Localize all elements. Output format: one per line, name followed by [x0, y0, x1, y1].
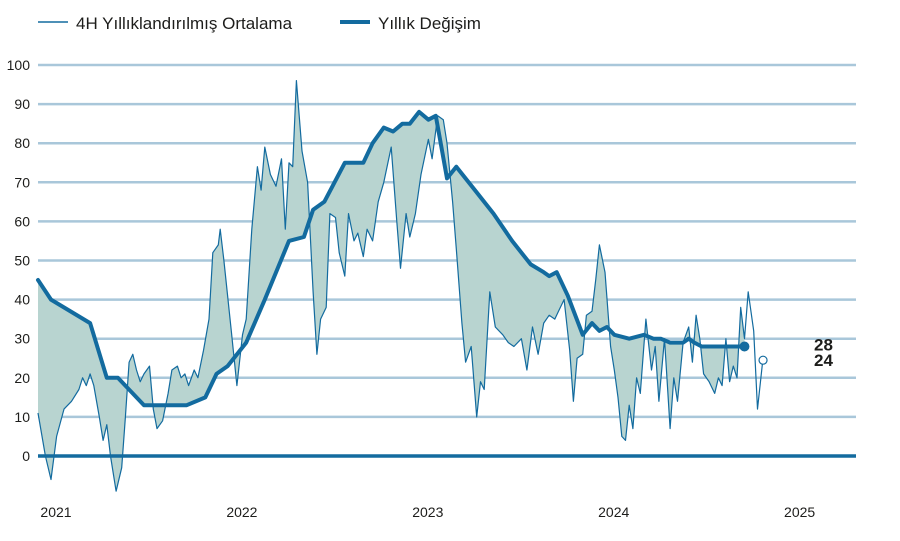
x-tick-label: 2023: [412, 504, 443, 520]
plot-area: [36, 80, 856, 492]
x-tick-label: 2024: [598, 504, 629, 520]
legend: 4H Yıllıklandırılmış Ortalama Yıllık Değ…: [38, 14, 481, 33]
y-tick-label: 10: [14, 409, 30, 425]
legend-label-thin: 4H Yıllıklandırılmış Ortalama: [76, 14, 293, 33]
series-line-thin: [37, 80, 764, 492]
end-value-label: 28: [814, 336, 833, 355]
y-tick-label: 20: [14, 370, 30, 386]
end-marker-thin: [758, 355, 768, 365]
y-tick-label: 50: [14, 253, 30, 269]
gridlines: [38, 63, 856, 419]
end-marker-thick: [739, 341, 750, 352]
y-tick-label: 40: [14, 292, 30, 308]
y-tick-label: 60: [14, 213, 30, 229]
x-tick-label: 2021: [40, 504, 71, 520]
series-line-thick: [36, 109, 747, 408]
y-tick-label: 80: [14, 135, 30, 151]
y-tick-label: 100: [7, 57, 31, 73]
x-axis-ticks: 2021 2022 2023 2024 2025: [40, 504, 815, 520]
y-tick-label: 30: [14, 331, 30, 347]
band-fill: [38, 80, 745, 492]
x-tick-label: 2022: [226, 504, 257, 520]
y-axis-ticks: 0 10 20 30 40 50 60 70 80 90 100: [7, 57, 31, 464]
y-tick-label: 0: [22, 448, 30, 464]
end-value-label: 24: [814, 351, 833, 370]
x-tick-label: 2025: [784, 504, 815, 520]
legend-label-thick: Yıllık Değişim: [378, 14, 481, 33]
y-tick-label: 70: [14, 174, 30, 190]
y-tick-label: 90: [14, 96, 30, 112]
